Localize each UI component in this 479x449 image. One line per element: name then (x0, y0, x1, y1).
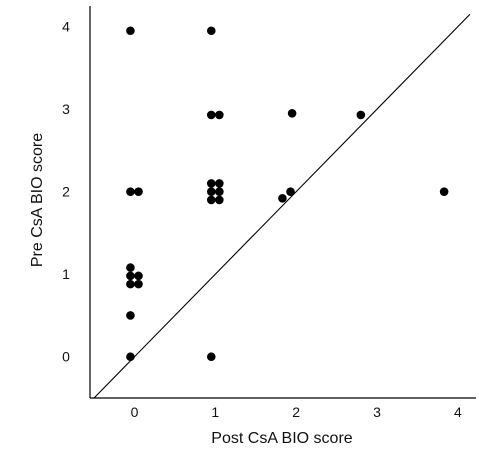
y-tick-label: 4 (62, 19, 70, 35)
y-tick-label: 0 (62, 349, 70, 365)
data-point (126, 187, 135, 196)
x-tick-label: 1 (211, 404, 219, 420)
data-point (215, 179, 224, 188)
x-tick-label: 4 (454, 404, 462, 420)
data-point (134, 271, 143, 281)
x-tick-label: 3 (373, 404, 381, 420)
data-points (126, 26, 449, 362)
data-point (126, 263, 135, 272)
data-point (134, 279, 143, 289)
data-point (206, 195, 216, 205)
data-point (356, 110, 366, 120)
x-axis-title: Post CsA BIO score (211, 430, 352, 447)
data-point (206, 179, 216, 188)
y-axis-title: Pre CsA BIO score (29, 133, 46, 267)
data-point (126, 279, 135, 289)
data-point (126, 311, 135, 320)
data-point (126, 271, 135, 281)
data-point (286, 187, 295, 196)
data-point (206, 352, 216, 362)
data-point (206, 110, 216, 120)
data-point (126, 352, 135, 362)
x-tick-label: 0 (131, 404, 139, 420)
data-point (206, 26, 216, 36)
identity-line (93, 13, 471, 399)
tick-labels: 0 1 2 3 4 0 1 2 3 4 (62, 19, 462, 420)
y-tick-label: 3 (62, 101, 70, 117)
data-point (215, 110, 224, 120)
data-point (278, 193, 287, 203)
data-point (126, 26, 135, 36)
data-point (215, 187, 224, 196)
data-point (215, 195, 224, 205)
data-point (287, 108, 297, 118)
data-point (134, 187, 143, 196)
data-point (439, 187, 449, 196)
y-tick-label: 2 (62, 184, 70, 200)
y-tick-label: 1 (62, 266, 70, 282)
axes (89, 6, 476, 399)
x-tick-label: 2 (292, 404, 300, 420)
reference-line-group (93, 13, 471, 399)
data-point (206, 187, 216, 196)
